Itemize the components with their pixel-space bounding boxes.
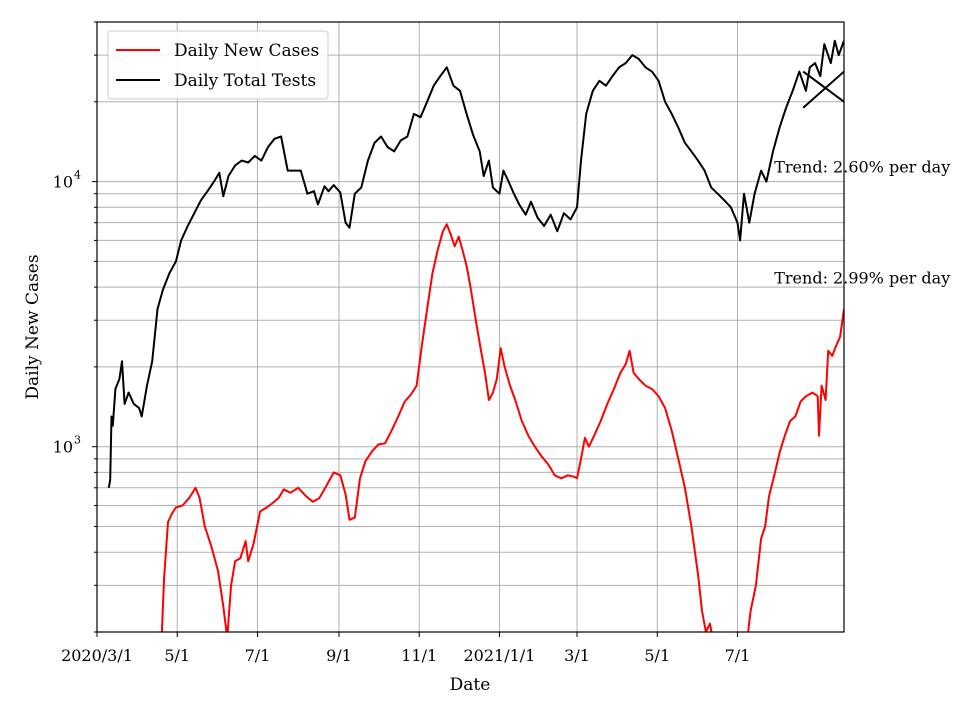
x-tick-label: 7/1 bbox=[245, 646, 271, 665]
trend-lines bbox=[802, 70, 844, 109]
x-tick-label: 5/1 bbox=[644, 646, 670, 665]
grid-lines bbox=[96, 21, 844, 633]
trend-line bbox=[802, 70, 844, 109]
y-tick-label-base: 10 bbox=[53, 438, 73, 457]
x-tick-label: 5/1 bbox=[164, 646, 190, 665]
y-tick-label-exponent: 4 bbox=[74, 169, 81, 182]
annotations: Trend: 2.60% per day Trend: 2.99% per day bbox=[774, 158, 950, 288]
x-tick-label: 11/1 bbox=[401, 646, 437, 665]
legend-entry-tests: Daily Total Tests bbox=[116, 71, 316, 91]
plot-frame bbox=[96, 21, 845, 633]
legend-label-cases: Daily New Cases bbox=[174, 41, 319, 61]
x-tick-label: 9/1 bbox=[326, 646, 352, 665]
series-line-tests bbox=[107, 39, 844, 488]
x-tick-label: 7/1 bbox=[725, 646, 751, 665]
x-axis-label: Date bbox=[450, 675, 491, 695]
trend-annotation: Trend: 2.60% per day bbox=[774, 158, 950, 177]
legend: Daily New Cases Daily Total Tests bbox=[107, 30, 329, 100]
y-tick-label: 10 4 bbox=[53, 169, 81, 192]
legend-label-tests: Daily Total Tests bbox=[174, 71, 316, 91]
series-lines bbox=[107, 39, 844, 632]
x-tick-label: 3/1 bbox=[564, 646, 590, 665]
legend-entry-cases: Daily New Cases bbox=[116, 41, 319, 61]
series-line-cases bbox=[160, 223, 844, 632]
x-tick-label: 2020/3/1 bbox=[61, 646, 133, 665]
legend-box bbox=[107, 30, 329, 100]
y-tick-label: 10 3 bbox=[53, 434, 81, 457]
x-tick-label: 2021/1/1 bbox=[464, 646, 536, 665]
trend-annotation: Trend: 2.99% per day bbox=[774, 268, 950, 287]
y-tick-label-base: 10 bbox=[53, 173, 73, 192]
y-axis-label: Daily New Cases bbox=[23, 254, 43, 399]
trend-line bbox=[802, 70, 844, 103]
x-axis-ticks: 2020/3/1 5/1 7/1 9/1 11/1 2021/1/1 3/1 5/1 7/1 bbox=[61, 632, 750, 665]
y-tick-label-exponent: 3 bbox=[74, 434, 81, 447]
